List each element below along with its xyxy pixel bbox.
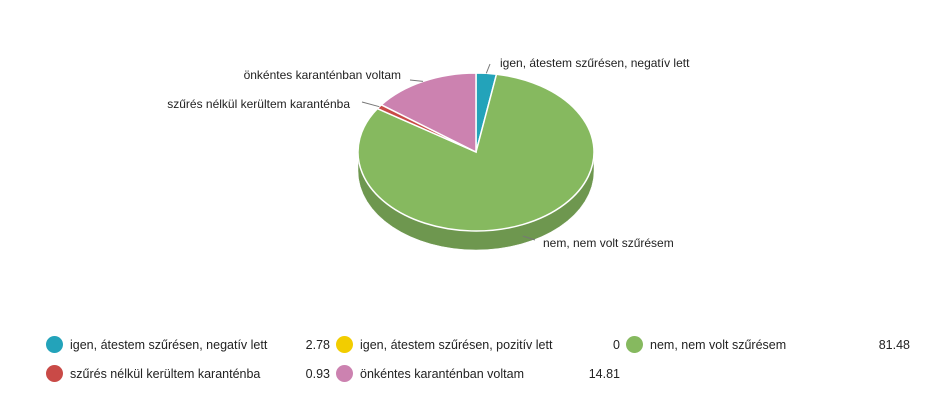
- legend-value: 81.48: [878, 337, 910, 352]
- legend-item-igen-negativ[interactable]: igen, átestem szűrésen, negatív lett 2.7…: [40, 336, 330, 353]
- legend-label: igen, átestem szűrésen, pozitív lett: [360, 337, 553, 352]
- slice-label: önkéntes karanténban voltam: [244, 68, 401, 82]
- pie-slice[interactable]: [380, 72, 477, 154]
- legend-row: igen, átestem szűrésen, negatív lett 2.7…: [40, 330, 920, 359]
- legend-item-igen-pozitiv[interactable]: igen, átestem szűrésen, pozitív lett 0: [330, 336, 620, 353]
- legend-value: 0.93: [305, 366, 330, 381]
- legend-item-onkentes[interactable]: önkéntes karanténban voltam 14.81: [330, 365, 620, 382]
- legend-label: nem, nem volt szűrésem: [650, 337, 787, 352]
- pie-chart-svg: igen, átestem szűrésen, negatív lett nem,…: [167, 56, 690, 251]
- legend-swatch: [46, 365, 63, 382]
- legend-value: 0: [613, 337, 620, 352]
- slice-label: igen, átestem szűrésen, negatív lett: [500, 56, 690, 70]
- slice-label-connector: [485, 63, 491, 74]
- slice-label-connector: [522, 235, 536, 241]
- slice-label-connector: [409, 79, 424, 82]
- legend-row: szűrés nélkül kerültem karanténba 0.93 ö…: [40, 359, 920, 388]
- legend-value: 14.81: [588, 366, 620, 381]
- legend-item-nem[interactable]: nem, nem volt szűrésem 81.48: [620, 336, 910, 353]
- legend-swatch: [626, 336, 643, 353]
- legend-item-szures-nelkul[interactable]: szűrés nélkül kerültem karanténba 0.93: [40, 365, 330, 382]
- legend-swatch: [336, 336, 353, 353]
- legend-label: szűrés nélkül kerültem karanténba: [70, 366, 261, 381]
- legend-swatch: [336, 365, 353, 382]
- slice-label: szűrés nélkül kerültem karanténba: [167, 97, 350, 111]
- legend-label: önkéntes karanténban voltam: [360, 366, 524, 381]
- legend-label: igen, átestem szűrésen, negatív lett: [70, 337, 268, 352]
- legend: igen, átestem szűrésen, negatív lett 2.7…: [40, 330, 920, 388]
- legend-swatch: [46, 336, 63, 353]
- slice-label: nem, nem volt szűrésem: [543, 236, 674, 250]
- slice-label-connector: [361, 101, 380, 108]
- pie-chart: igen, átestem szűrésen, negatív lett nem,…: [167, 56, 690, 251]
- legend-value: 2.78: [305, 337, 330, 352]
